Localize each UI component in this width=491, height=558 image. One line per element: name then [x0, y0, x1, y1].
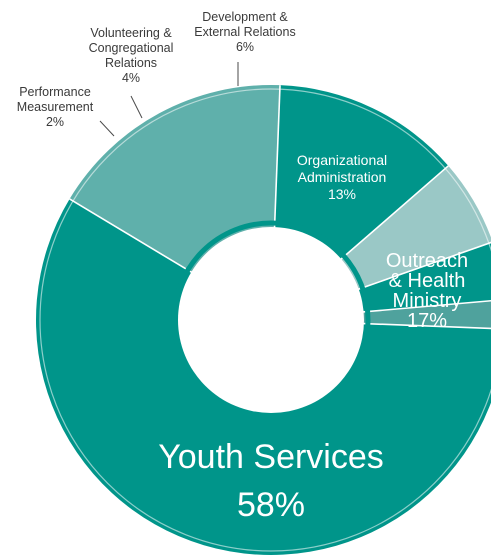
- label-line-youth-services: Youth Services: [158, 438, 384, 476]
- donut-slices: [36, 85, 491, 555]
- label-youth-services: Youth Services 58%: [158, 438, 384, 524]
- label-line-organizational-administration: Organizational: [297, 152, 387, 168]
- label-line-performance-measurement: Performance: [19, 85, 91, 99]
- label-line-volunteering-and-congregational-relations: Relations: [105, 56, 157, 70]
- slice-labels: Youth Services 58% PerformanceMeasurement2…: [17, 10, 468, 524]
- slice-organizational-administration: [274, 85, 449, 260]
- slice-separator: [362, 322, 491, 330]
- label-line-volunteering-and-congregational-relations: Volunteering &: [90, 26, 172, 40]
- outer-outline-ring: [39, 88, 491, 552]
- slice-separator: [69, 198, 193, 274]
- value-outreach-and-health-ministry: 17%: [407, 310, 447, 332]
- slice-separator: [362, 299, 491, 313]
- label-line-volunteering-and-congregational-relations: Congregational: [89, 41, 174, 55]
- value-organizational-administration: 13%: [328, 186, 356, 202]
- slice-separator: [357, 241, 491, 291]
- leader-line-performance-measurement: [99, 120, 115, 137]
- value-volunteering-and-congregational-relations: 4%: [122, 71, 140, 85]
- value-youth-services: 58%: [237, 486, 305, 524]
- slice-volunteering-and-congregational-relations: [357, 242, 491, 312]
- label-line-outreach-and-health-ministry: & Health: [389, 270, 466, 292]
- inner-ring: [171, 220, 371, 420]
- slice-separator: [273, 85, 281, 229]
- label-line-development-and-external-relations: Development &: [202, 10, 288, 24]
- label-line-outreach-and-health-ministry: Ministry: [393, 290, 462, 312]
- slice-outreach-and-health-ministry: [69, 85, 281, 273]
- value-development-and-external-relations: 6%: [236, 40, 254, 54]
- label-line-development-and-external-relations: External Relations: [194, 25, 295, 39]
- label-line-organizational-administration: Administration: [298, 169, 387, 185]
- slice-development-and-external-relations: [340, 165, 491, 290]
- label-line-performance-measurement: Measurement: [17, 100, 94, 114]
- leader-lines: [99, 62, 239, 137]
- label-line-outreach-and-health-ministry: Outreach: [386, 250, 468, 272]
- slice-youth-services: [36, 198, 491, 555]
- value-performance-measurement: 2%: [46, 115, 64, 129]
- slice-performance-measurement: [362, 300, 491, 329]
- leader-line-volunteering-and-congregational-relations: [130, 95, 143, 119]
- slice-separator: [339, 165, 449, 261]
- donut-hole: [178, 227, 364, 413]
